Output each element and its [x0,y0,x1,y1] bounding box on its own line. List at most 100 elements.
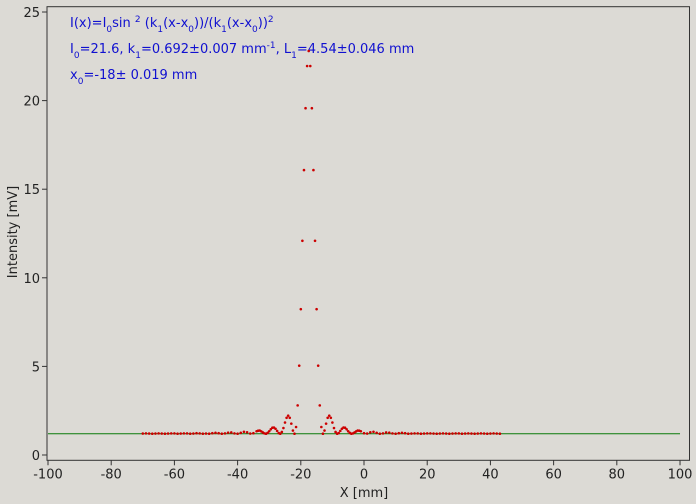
data-point [201,432,205,436]
data-point [429,432,432,435]
y-tick-label: 15 [23,183,40,198]
annotation-part: 0 [106,25,112,35]
x-tick-label: 100 [668,467,693,482]
data-point [163,432,167,436]
y-tick-label: 10 [23,272,40,287]
data-point [185,432,189,435]
x-tick-label: -60 [164,467,185,482]
data-point [394,432,397,436]
data-point [166,432,170,435]
data-point [286,414,290,417]
annotation-part: =4.54±0.046 mm [297,42,414,57]
data-point [288,416,292,420]
annotation-part: -1 [267,41,276,51]
annotation-part: I [70,42,74,57]
data-point [304,106,307,110]
data-point [160,432,164,435]
data-point [372,430,375,434]
data-point [182,432,186,435]
annotation-part: 1 [157,25,163,35]
annotation-part: (x-x [227,16,252,31]
data-point [326,416,329,420]
data-point [397,431,401,435]
x-tick-label: -100 [33,467,63,482]
y-tick-label: 25 [23,6,40,21]
data-point [154,432,157,435]
data-point [233,432,236,435]
data-point [444,432,448,435]
data-point [318,404,322,407]
data-point [316,364,320,367]
data-point [144,432,148,435]
data-point [290,422,293,425]
data-point [435,432,438,436]
annotation-part: )) [258,16,268,31]
x-axis-label: X [mm] [340,486,389,501]
annotation-part: 1 [291,51,297,61]
data-point [345,427,348,431]
data-point [294,425,298,429]
data-point [226,431,230,434]
data-point [274,427,277,431]
data-point [147,432,151,435]
data-point [441,432,445,435]
data-point [323,429,326,432]
data-point [482,432,486,435]
annotation: I0=21.6, k1=0.692±0.007 mm-1, L1=4.54±0.… [70,41,414,61]
annotation-part: 1 [221,25,227,35]
data-point [438,432,442,435]
data-point [416,432,420,435]
data-point [141,432,145,435]
data-point [266,431,269,435]
data-point [282,426,285,430]
data-point [236,432,239,436]
annotation-part: x [70,68,78,83]
data-point [245,431,249,434]
annotation-part: 1 [135,51,141,61]
annotation-part: 2 [268,15,274,25]
data-point [321,432,325,436]
x-tick-label: 0 [360,467,368,482]
data-point [239,431,243,435]
data-point [308,64,312,68]
data-point [327,414,331,417]
data-point [369,431,372,434]
data-point [293,432,296,436]
annotation: I(x)=I0sin 2 (k1(x-x0))/(k1(x-x0))2 [70,15,274,35]
data-point [387,431,391,434]
annotation-part: ))/(k [194,16,222,31]
annotation: x0=-18± 0.019 mm [70,68,197,87]
data-point [410,432,413,435]
annotation-part: =0.692±0.007 mm [141,42,267,57]
x-tick-label: 80 [609,467,626,482]
data-point [229,431,233,434]
data-point [384,431,388,434]
data-point [485,432,489,436]
annotation-part: , L [276,42,292,57]
data-point [495,432,499,435]
data-point [324,422,328,425]
data-point [332,426,336,430]
data-point [195,431,198,435]
y-axis-label: Intensity [mV] [6,186,21,278]
data-point [275,429,279,433]
data-point [267,429,271,433]
data-point [476,432,480,435]
data-point [313,239,317,243]
data-point [280,430,284,434]
data-point [331,421,334,424]
annotation-part: =21.6, k [80,42,136,57]
x-tick-label: 40 [482,467,499,482]
data-point [359,429,363,433]
data-point [489,432,492,435]
data-point [198,432,201,435]
data-point [337,431,341,435]
data-point [291,429,295,432]
data-point [301,239,304,243]
annotation-part: 0 [78,77,84,87]
data-point [391,432,394,435]
data-point [362,431,366,435]
plot-frame [46,6,690,461]
